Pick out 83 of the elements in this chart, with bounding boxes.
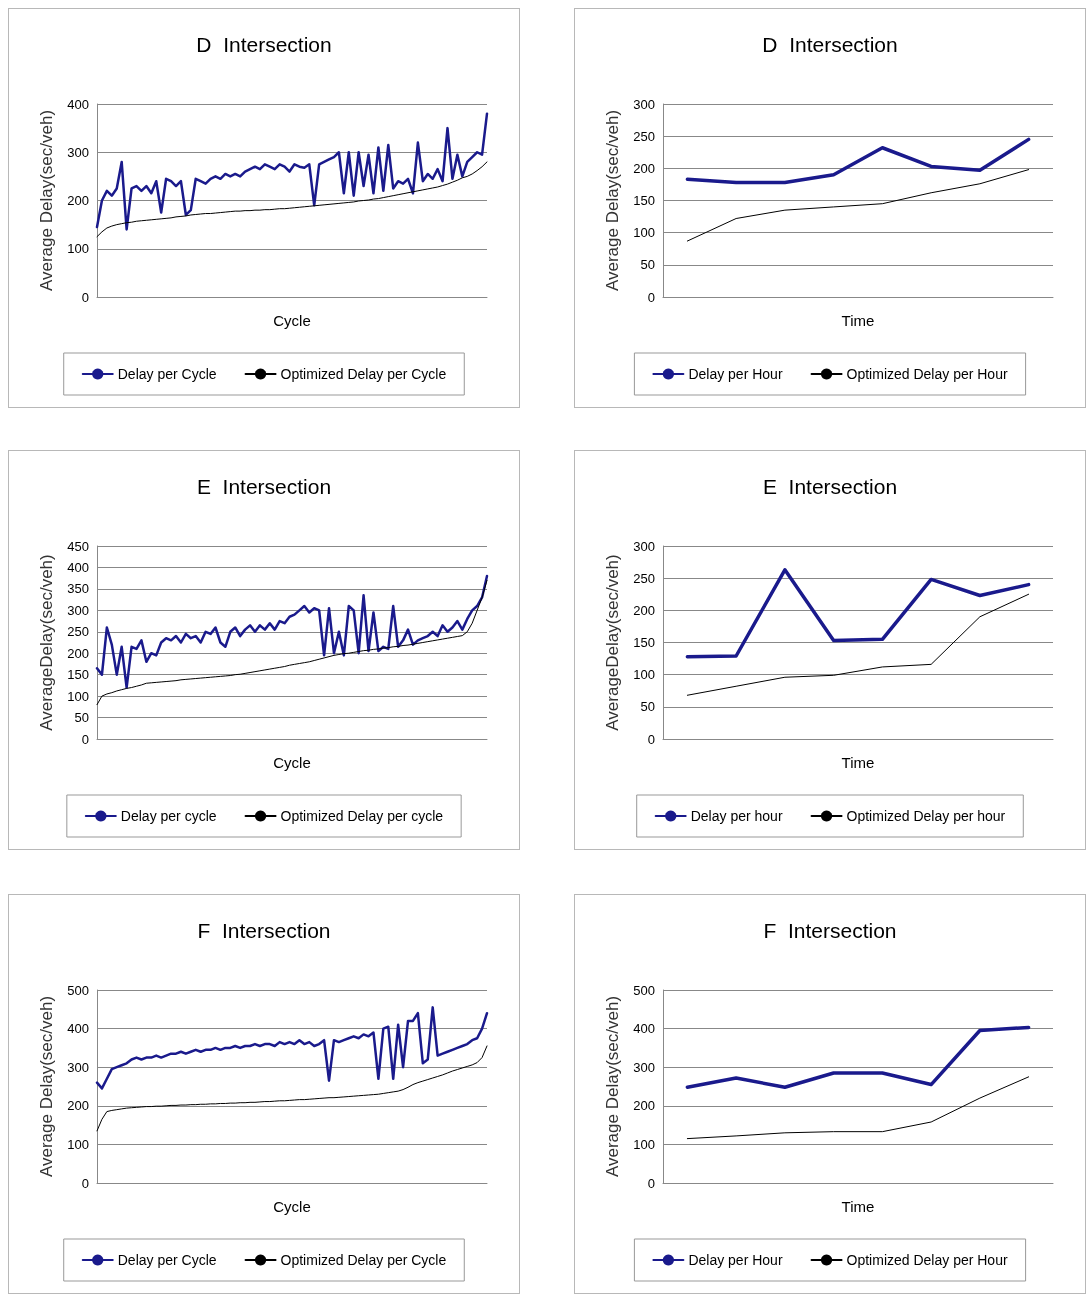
- legend-label: Delay per Hour: [688, 1252, 783, 1268]
- y-tick-label: 250: [67, 624, 89, 640]
- y-tick-label: 500: [633, 982, 655, 998]
- legend-label: Optimized Delay per Hour: [846, 1252, 1008, 1268]
- x-axis-title: Cycle: [273, 1198, 311, 1215]
- y-tick-label: 150: [633, 193, 655, 208]
- y-tick-label: 300: [633, 1059, 655, 1075]
- y-tick-label: 200: [67, 645, 89, 661]
- legend-label: Optimized Delay per Cycle: [280, 366, 447, 382]
- legend-label: Optimized Delay per Cycle: [280, 1252, 447, 1268]
- y-tick-label: 100: [633, 1136, 655, 1152]
- y-tick-label: 0: [647, 1175, 655, 1191]
- line-series: [96, 579, 488, 706]
- line-series: [685, 1025, 1031, 1090]
- y-tick-label: 0: [81, 731, 89, 747]
- line-series: [685, 137, 1031, 185]
- legend-label: Delay per cycle: [120, 808, 217, 824]
- chart-title: D Intersection: [196, 33, 332, 56]
- legend-label: Optimized Delay per Hour: [846, 366, 1008, 382]
- chart-title: D Intersection: [762, 33, 898, 56]
- legend-label: Optimized Delay per cycle: [280, 808, 444, 824]
- y-tick-label: 200: [67, 1098, 89, 1114]
- legend-label: Delay per Cycle: [117, 1252, 217, 1268]
- y-tick-label: 400: [67, 559, 89, 575]
- legend-label: Delay per Hour: [688, 366, 783, 382]
- y-tick-label: 500: [67, 982, 89, 998]
- x-axis-title: Time: [841, 312, 875, 329]
- y-tick-label: 200: [633, 160, 655, 176]
- y-tick-label: 300: [67, 602, 89, 618]
- line-series: [686, 593, 1030, 696]
- y-tick-label: 300: [633, 538, 655, 554]
- y-axis-title: Average Delay(sec/veh): [603, 109, 622, 292]
- y-tick-label: 100: [67, 688, 89, 704]
- x-axis-title: Cycle: [273, 754, 311, 771]
- y-axis-title: AverageDelay(sec/veh): [603, 554, 622, 731]
- legend-label: Optimized Delay per hour: [846, 808, 1006, 824]
- x-axis-title: Cycle: [273, 312, 311, 329]
- y-tick-label: 250: [633, 128, 655, 144]
- y-tick-label: 150: [633, 635, 655, 650]
- y-tick-label: 100: [67, 1136, 89, 1152]
- y-axis-title: Average Delay(sec/veh): [603, 995, 622, 1178]
- y-tick-label: 100: [633, 225, 655, 241]
- y-tick-label: 0: [81, 1175, 89, 1191]
- y-tick-label: 300: [67, 144, 89, 160]
- y-tick-label: 50: [640, 699, 655, 715]
- y-axis-title: Average Delay(sec/veh): [37, 109, 56, 292]
- y-axis-title: Average Delay(sec/veh): [37, 995, 56, 1178]
- y-tick-label: 350: [67, 581, 89, 597]
- y-axis-title: AverageDelay(sec/veh): [37, 554, 56, 731]
- line-series: [686, 1076, 1030, 1140]
- y-tick-label: 150: [67, 667, 89, 683]
- y-tick-label: 0: [647, 731, 655, 747]
- chart-title: E Intersection: [196, 475, 332, 498]
- y-tick-label: 200: [67, 193, 89, 208]
- line-series: [686, 169, 1030, 242]
- y-tick-label: 50: [74, 710, 89, 726]
- legend-label: Delay per hour: [690, 808, 783, 824]
- x-axis-title: Time: [841, 754, 875, 771]
- x-axis-title: Time: [841, 1198, 875, 1215]
- legend-label: Delay per Cycle: [117, 366, 217, 382]
- line-series: [96, 1045, 488, 1132]
- y-tick-label: 300: [633, 96, 655, 112]
- y-tick-label: 50: [640, 257, 655, 273]
- line-series: [95, 1006, 489, 1090]
- line-series: [95, 112, 489, 231]
- line-series: [96, 161, 488, 238]
- y-tick-label: 0: [647, 289, 655, 305]
- y-tick-label: 200: [633, 1098, 655, 1114]
- chart-title: F Intersection: [197, 919, 331, 942]
- line-series: [95, 574, 489, 689]
- chart-title: F Intersection: [763, 919, 897, 942]
- y-tick-label: 0: [81, 289, 89, 305]
- y-tick-label: 300: [67, 1059, 89, 1075]
- y-tick-label: 400: [67, 96, 89, 112]
- y-tick-label: 400: [67, 1021, 89, 1037]
- y-tick-label: 200: [633, 602, 655, 618]
- y-tick-label: 400: [633, 1021, 655, 1037]
- chart-title: E Intersection: [762, 475, 898, 498]
- y-tick-label: 100: [67, 241, 89, 257]
- y-tick-label: 450: [67, 538, 89, 554]
- y-tick-label: 250: [633, 570, 655, 586]
- y-tick-label: 100: [633, 667, 655, 683]
- line-series: [685, 568, 1031, 659]
